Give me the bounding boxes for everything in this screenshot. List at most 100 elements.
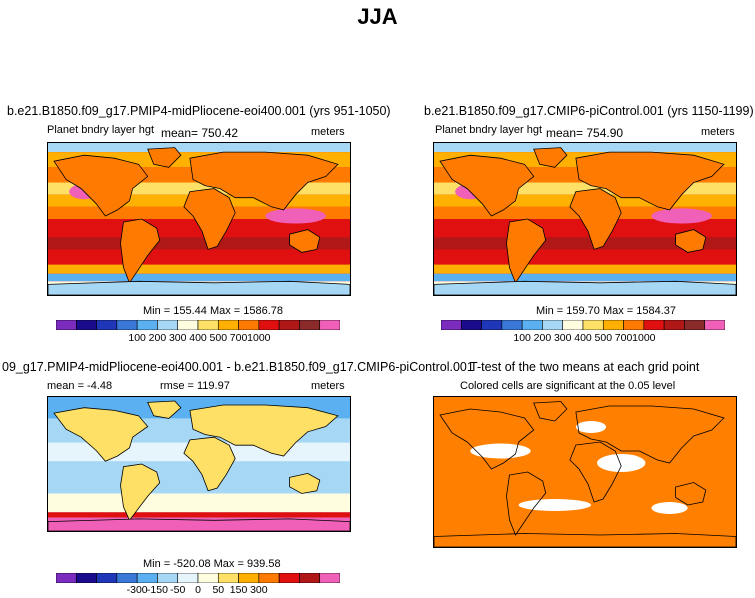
colorbar-cell [501, 320, 523, 330]
panel1-variable: Planet bndry layer hgt [47, 124, 155, 136]
continent-greenland [533, 147, 568, 168]
continent-australia [675, 229, 707, 253]
nonsignificant-patch-4 [651, 502, 688, 514]
colorbar-cell [319, 573, 340, 583]
colorbar-cell [197, 573, 219, 583]
continent-antarctica [48, 280, 350, 295]
panel3-stats: Min = -520.08 Max = 939.58 [143, 558, 281, 570]
colorbar-cell [157, 320, 179, 330]
colorbar-cell [75, 320, 97, 330]
panel1-mean: mean= 750.42 [161, 126, 239, 140]
colorbar-tick-label: 400 [189, 332, 207, 344]
panel3-units: meters [311, 380, 345, 392]
colorbar-tick-label: 50 [212, 584, 225, 596]
colorbar-cell [96, 573, 118, 583]
continent-australia [675, 482, 707, 506]
colorbar-tick-label: 1000 [632, 332, 656, 344]
nonsignificant-patch-5 [575, 421, 607, 433]
colorbar-cell [258, 320, 280, 330]
continent-australia [289, 472, 321, 494]
southern-midlat-band [48, 264, 350, 274]
colorbar-tick-label: 100 [128, 332, 146, 344]
panel3-colorbar-labels: -300 -150 -50 0 50 150 300 [56, 584, 340, 598]
continent-greenland [147, 400, 182, 419]
colorbar-cell [96, 320, 118, 330]
southern-cold-band [48, 273, 350, 282]
colorbar-cell [299, 320, 321, 330]
continent-north-america [53, 154, 149, 217]
diff-antarctic-red-band [48, 512, 350, 518]
colorbar-tick-label: -50 [170, 584, 186, 596]
colorbar-cell [75, 573, 97, 583]
colorbar-cell [177, 573, 199, 583]
colorbar-tick-label: 150 [229, 584, 248, 596]
panel1-title: b.e21.B1850.f09_g17.PMIP4-midPliocene-eo… [7, 104, 391, 118]
colorbar-tick-label: 100 [513, 332, 531, 344]
continent-south-america [506, 218, 547, 284]
continent-africa [183, 436, 236, 492]
colorbar-cell [704, 320, 725, 330]
continent-north-america [439, 154, 535, 217]
continent-africa [569, 441, 622, 503]
nonsignificant-patch-2 [597, 454, 646, 472]
panel3-map [47, 396, 351, 532]
colorbar-tick-label: 300 [168, 332, 187, 344]
panel1-map [47, 142, 351, 296]
panel4-title: T-test of the two means at each grid poi… [470, 360, 700, 374]
continent-eurasia [575, 405, 725, 464]
panel3-rmse: rmse = 119.97 [160, 380, 230, 392]
colorbar-cell [238, 573, 260, 583]
panel1-units: meters [311, 126, 345, 138]
colorbar-tick-label: 1000 [247, 332, 271, 344]
colorbar-cell [562, 320, 584, 330]
panel1-colorbar-labels: 100 200 300 400 500 700 1000 [56, 332, 340, 346]
colorbar-tick-label: 300 [553, 332, 572, 344]
panel3-colorbar [56, 573, 340, 583]
colorbar-cell [56, 573, 77, 583]
colorbar-cell [299, 573, 321, 583]
panel3-title: 09_g17.PMIP4-midPliocene-eoi400.001 - b.… [2, 360, 474, 374]
colorbar-cell [602, 320, 624, 330]
nonsignificant-patch-1 [470, 443, 531, 459]
colorbar-cell [441, 320, 462, 330]
colorbar-tick-label: 300 [250, 584, 268, 596]
continent-antarctica [434, 533, 736, 547]
continent-antarctica [48, 518, 350, 531]
colorbar-cell [643, 320, 665, 330]
colorbar-tick-label: 500 [209, 332, 228, 344]
panel4-map [433, 396, 737, 548]
pink-patch-2 [265, 208, 326, 224]
panel2-units: meters [701, 126, 735, 138]
pink-patch-2 [651, 208, 712, 224]
colorbar-cell [56, 320, 77, 330]
panel3-mean: mean = -4.48 [47, 380, 113, 392]
arctic-band [48, 143, 350, 153]
colorbar-cell [238, 320, 260, 330]
colorbar-tick-label: 500 [594, 332, 613, 344]
continent-south-america [120, 218, 161, 284]
colorbar-cell [217, 320, 239, 330]
panel2-map [433, 142, 737, 296]
continent-greenland [533, 401, 568, 422]
continent-greenland [147, 147, 182, 168]
continent-north-america [53, 407, 149, 462]
colorbar-cell [116, 320, 138, 330]
continent-africa [183, 188, 236, 250]
panel2-stats: Min = 159.70 Max = 1584.37 [536, 305, 677, 317]
southern-cold-band [434, 273, 736, 282]
panel2-mean: mean= 754.90 [546, 126, 624, 140]
continent-south-america [120, 463, 161, 522]
continent-eurasia [189, 404, 339, 457]
panel2-colorbar-labels: 100 200 300 400 500 700 1000 [441, 332, 725, 346]
colorbar-tick-label: -300 [126, 584, 148, 596]
figure-title: JJA [357, 4, 398, 29]
colorbar-cell [542, 320, 564, 330]
colorbar-tick-label: 700 [229, 332, 248, 344]
panel4-subtitle: Colored cells are significant at the 0.0… [460, 380, 676, 392]
colorbar-cell [663, 320, 685, 330]
colorbar-cell [197, 320, 219, 330]
colorbar-cell [460, 320, 482, 330]
colorbar-tick-label: 200 [148, 332, 167, 344]
colorbar-cell [278, 320, 300, 330]
colorbar-tick-label: 200 [533, 332, 552, 344]
